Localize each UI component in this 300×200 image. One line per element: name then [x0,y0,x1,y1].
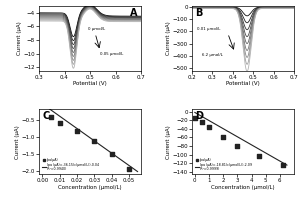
Point [256,155,261,158]
Point [92,139,97,142]
X-axis label: Potential (V): Potential (V) [226,81,260,86]
Text: 0 μmol/L: 0 μmol/L [88,27,105,31]
Point [200,121,204,124]
Y-axis label: Current (μA): Current (μA) [17,21,22,55]
Text: 0.05 μmol/L: 0.05 μmol/L [100,52,124,56]
Point [207,126,212,129]
X-axis label: Concentration (μmol/L): Concentration (μmol/L) [211,185,275,190]
Y-axis label: Current (μA): Current (μA) [166,21,171,55]
Point [57,121,62,125]
X-axis label: Potential (V): Potential (V) [73,81,107,86]
Legend: Ipa(μA), Ipa (μA)=-36.15(c(μmol/L))-0.04
(R²=0.9940): Ipa(μA), Ipa (μA)=-36.15(c(μmol/L))-0.04… [40,157,100,172]
Point [127,167,131,170]
Legend: Ipa(μA), Ipa (μA)=-18.81(c(μmol/L))-2.09
(R²=0.9999): Ipa(μA), Ipa (μA)=-18.81(c(μmol/L))-2.09… [194,157,253,172]
Text: B: B [195,8,202,18]
X-axis label: Concentration (μmol/L): Concentration (μmol/L) [58,185,122,190]
Point [75,129,80,132]
Y-axis label: Current (μA): Current (μA) [15,125,20,159]
Point [49,116,53,119]
Text: A: A [130,8,138,18]
Text: D: D [195,111,203,121]
Point [109,153,114,156]
Text: 6.2 μmol/L: 6.2 μmol/L [202,53,223,57]
Text: 0.01 μmol/L: 0.01 μmol/L [197,27,220,31]
Y-axis label: Current (μA): Current (μA) [166,125,171,159]
Point [193,116,197,119]
Text: C: C [42,111,49,121]
Point [221,135,226,138]
Point [280,163,285,166]
Point [235,144,240,147]
